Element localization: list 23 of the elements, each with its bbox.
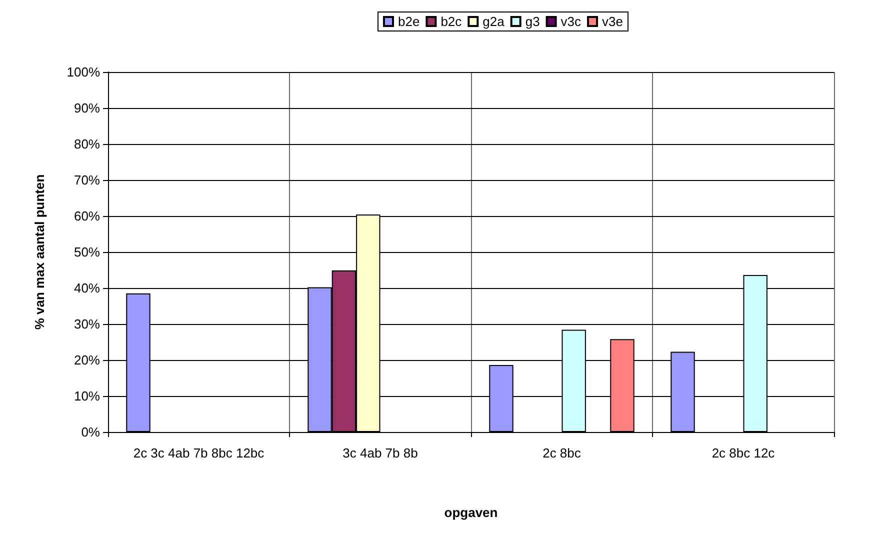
- y-tick-label: 50%: [74, 244, 100, 260]
- y-tick-label: 90%: [74, 100, 100, 116]
- y-tick-label: 70%: [74, 172, 100, 188]
- legend-label: v3c: [560, 14, 582, 29]
- legend-label: g3: [525, 14, 540, 29]
- y-tick-label: 80%: [74, 136, 100, 152]
- y-tick-label: 30%: [74, 316, 100, 332]
- legend-label: b2c: [440, 14, 462, 29]
- legend-label: g2a: [482, 14, 506, 29]
- y-axis-title: % van max aantal punten: [32, 174, 47, 330]
- y-tick-label: 0%: [81, 424, 100, 440]
- x-tick-label: 2c 8bc: [542, 446, 582, 460]
- y-tick-label: 60%: [74, 208, 100, 224]
- y-tick-label: 20%: [74, 352, 100, 368]
- y-tick-label: 10%: [74, 388, 100, 404]
- x-tick-label: 3c 4ab 7b 8b: [342, 446, 418, 460]
- y-tick-label: 100%: [66, 64, 100, 80]
- x-tick-label: 2c 3c 4ab 7b 8bc 12bc: [133, 446, 265, 460]
- x-tick-label: 2c 8bc 12c: [712, 446, 776, 460]
- legend-label: b2e: [398, 14, 420, 29]
- y-tick-label: 40%: [74, 280, 100, 296]
- x-axis-title: opgaven: [444, 505, 498, 520]
- legend-label: v3e: [602, 14, 623, 29]
